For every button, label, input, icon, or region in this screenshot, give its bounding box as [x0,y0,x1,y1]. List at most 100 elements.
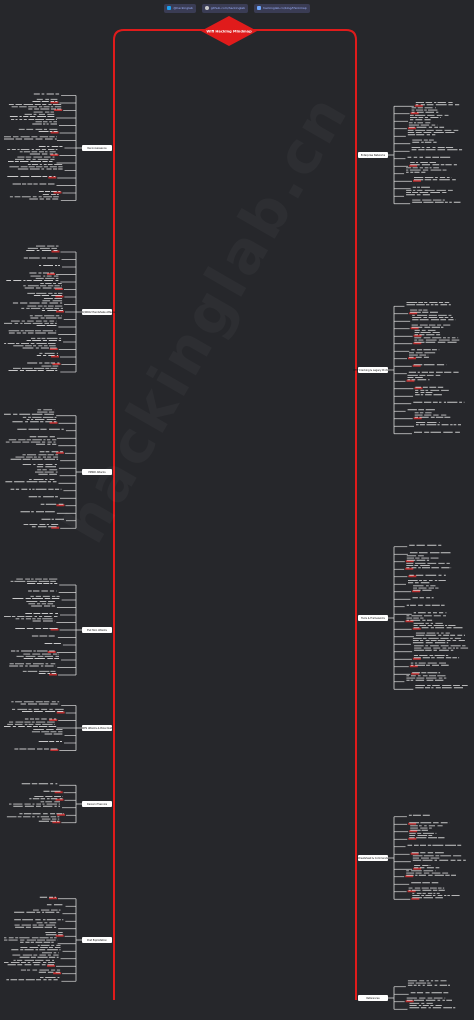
right-node-0-child-0-tag [414,104,423,107]
left-node-6-child-9-tag [47,964,56,967]
right-node-2-child-4-tag [408,575,417,578]
left-node-1-child-14-tag [50,355,59,358]
left-node-2-box [82,469,112,475]
left-node-4-child-1-tag [56,711,65,714]
left-node-0-child-2-tag [54,109,63,111]
right-node-0-child-1-tag [410,112,419,115]
left-node-3-child-6-tag [50,628,59,631]
left-node-2-child-1-tag [49,421,58,424]
right-node-1-child-10-tag [406,379,415,382]
left-node-0-child-11-tag [48,176,57,179]
right-node-3-child-10-tag [407,890,416,893]
left-node-5-child-2-tag [55,798,64,801]
github-icon [204,6,209,10]
left-node-0-box [82,145,112,151]
left-node-1-child-13-tag [49,348,58,350]
left-node-6-box [82,937,112,943]
right-node-4-label: References [366,997,380,1000]
right-node-3-child-7-tag [413,867,422,870]
right-node-4-child-2-tag [405,1000,414,1003]
left-node-2-label: PMKID Attacks [88,471,106,474]
root-label: Wifi Hacking Mindmap [206,30,252,34]
right-node-2-child-2-tag [405,560,414,563]
left-node-1-child-6-tag [55,295,64,298]
left-node-5-label: Denial of Service [87,803,108,806]
right-node-1-label: WEP Cracking & Legacy Protocols [353,369,394,372]
github-link-text: github.com/hackinglab [210,6,246,10]
left-node-3-child-12-tag [49,673,58,676]
left-node-4-box [82,725,112,731]
left-node-4-child-2-tag [49,719,58,721]
left-node-6-child-10-tag [53,972,62,975]
right-node-3-child-8-tag [405,875,414,878]
right-node-2-child-17-tag [411,672,420,675]
left-node-6-child-5-tag [55,934,64,937]
left-node-1-label: WPA/WPA2 Handshake Attacks [79,311,116,314]
blog-icon [257,6,262,10]
right-node-0-child-8-tag [409,164,418,167]
left-node-0-label: Reconnaissance [87,147,107,150]
left-node-3-box [82,627,112,633]
header-links: @hackinglab github.com/hackinglab hackin… [0,3,474,13]
left-node-0-child-13-tag [53,191,62,194]
right-node-3-child-2-tag [409,830,418,833]
left-node-5-child-1-tag [54,791,63,794]
left-node-4-label: WPS Attacks & Pixie Dust [82,727,112,730]
root-node [201,16,257,46]
right-node-2-label: Tools & Frameworks [361,617,386,620]
right-node-2-child-16-tag [409,665,418,668]
left-node-3-child-9-tag [47,651,56,653]
right-node-2-box [358,615,388,621]
right-node-3-child-5-tag [410,852,419,855]
left-node-1-child-3-tag [47,273,56,275]
left-node-2-child-12-tag [56,504,65,507]
right-node-3-child-3-tag [408,837,417,840]
left-node-1-child-0-tag [51,250,60,253]
twitter-icon [167,6,172,10]
right-node-3-label: Cheatsheet & Commands [358,857,389,860]
twitter-link[interactable]: @hackinglab [164,3,196,13]
right-node-3-child-1-tag [408,822,417,825]
left-node-1-child-15-tag [52,363,61,365]
blog-link[interactable]: hackinglab.cn/blog/thinkmap [254,3,310,13]
right-node-1-child-11-tag [414,387,423,390]
right-node-1-child-8-tag [412,364,421,367]
right-node-1-child-15-tag [413,417,422,420]
left-node-4-child-6-tag [50,749,59,751]
right-node-3-child-11-tag [411,897,420,900]
left-node-6-label: Post Exploitation [87,939,107,942]
right-node-4-box [358,995,388,1001]
left-node-0-child-1-tag [50,101,59,104]
right-node-1-child-1-tag [409,312,418,315]
right-node-2-child-6-tag [412,590,421,593]
twitter-link-text: @hackinglab [173,6,193,10]
left-node-1-child-8-tag [56,310,65,313]
left-node-1-box [82,309,112,315]
right-node-3-box [358,855,388,861]
right-node-2-child-15-tag [412,657,421,660]
right-node-1-child-5-tag [413,342,422,345]
left-node-3-label: Evil Twin Attacks [87,629,108,632]
left-node-0-child-5-tag [50,131,59,134]
right-node-2-child-10-tag [405,620,414,623]
left-node-1-child-5-tag [54,288,63,290]
github-link[interactable]: github.com/hackinglab [201,3,249,13]
left-node-6-child-0-tag [49,897,58,900]
right-node-1-box [358,367,388,373]
right-node-0-child-10-tag [412,179,421,182]
blog-link-text: hackinglab.cn/blog/thinkmap [263,6,307,10]
left-node-2-child-15-tag [51,526,60,529]
right-node-2-child-3-tag [405,567,414,570]
right-node-2-child-11-tag [412,627,421,630]
right-node-0-box [358,152,388,158]
left-node-5-box [82,801,112,807]
left-node-5-child-5-tag [52,821,61,824]
right-node-1-child-4-tag [413,334,422,337]
right-node-0-child-3-tag [407,127,416,130]
left-node-2-child-5-tag [55,451,64,454]
right-node-0-label: Enterprise Networks [361,154,386,157]
left-node-5-child-4-tag [56,813,65,816]
left-node-0-child-8-tag [50,154,59,156]
right-node-1-child-7-tag [407,357,416,360]
